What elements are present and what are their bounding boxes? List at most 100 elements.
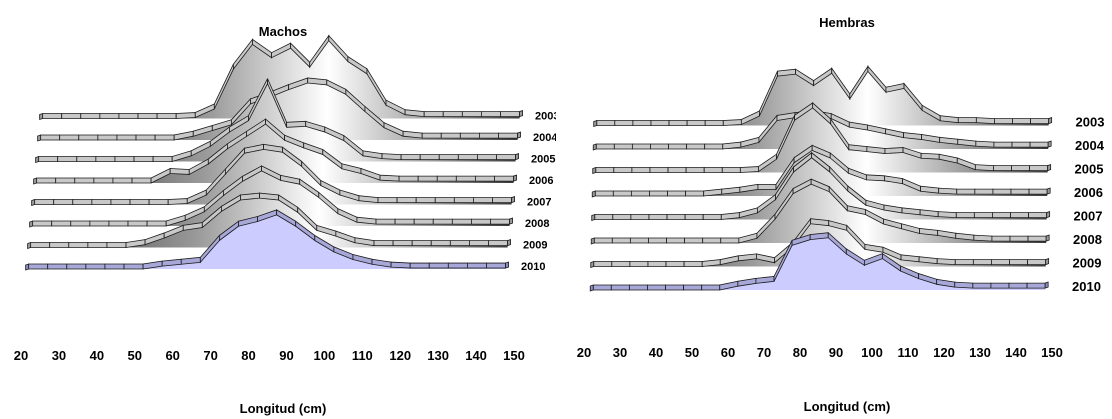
ridge-segment [498,132,518,139]
ridge-segment [613,143,633,150]
series-label-2005: 2005 [531,154,555,166]
ridge-cap [25,263,30,271]
ridge-segment [440,132,461,139]
x-tick-label: 70 [203,348,217,363]
ridge-area-2003 [596,71,1049,126]
ridge-segment [38,156,59,162]
ridge-segment [668,120,688,126]
ridge-segment [937,211,957,219]
ridge-cap [593,119,598,128]
x-tick-label: 70 [757,345,771,360]
ridge-segment [87,242,108,248]
ridge-cap [1047,164,1052,172]
ridge-segment [156,113,177,119]
x-tick-label: 80 [241,348,255,363]
ridge-cap [1045,258,1050,266]
x-tick-label: 100 [314,348,336,363]
ridge-segment [68,242,89,248]
ridge-2008: 2008 [590,178,1102,247]
series-label-2008: 2008 [525,218,549,230]
ridge-segment [492,197,512,204]
ridges: 2003 2004 2005 2006 2007 2008 2009 2010 [589,65,1105,294]
ridge-segment [666,237,686,244]
ridge-segment [920,152,940,160]
ridge-segment [667,190,687,197]
ridge-segment [668,143,688,150]
ridge-segment [80,113,101,119]
ridge-segment [957,117,977,124]
x-tick-label: 130 [427,348,449,363]
ridge-segment [865,174,885,182]
ridge-segment [61,113,82,119]
ridge-segment [154,134,175,141]
ridge-segment [392,240,413,247]
ridge-segment [938,187,958,195]
x-tick-label: 80 [793,345,807,360]
series-label-2004: 2004 [1075,138,1105,153]
ridge-segment [702,214,722,220]
ridge-segment [684,214,704,220]
ridge-segment [650,120,670,126]
ridge-segment [470,218,491,225]
ridge-segment [381,153,402,161]
ridge-cap [39,112,44,121]
ridge-segment [686,120,706,126]
ridge-segment [453,197,474,204]
ridge-segment [665,261,685,267]
ridge-area-2010 [593,237,1046,290]
ridge-segment [629,237,649,244]
ridge-segment [97,134,118,141]
ridge-segment [459,132,480,139]
ridge-segment [666,214,686,220]
ridge-segment [667,167,687,173]
ridge-segment [990,282,1010,289]
series-label-2008: 2008 [1073,232,1102,247]
ridge-area-2010 [28,214,506,269]
ridge-segment [972,282,992,289]
ridge-segment [400,154,421,161]
ridge-segment [488,240,508,247]
ridge-cap [35,155,40,164]
ridge-segment [436,175,457,182]
ridge-segment [34,199,55,205]
ridge-cap [592,166,597,175]
ridge-segment [992,188,1012,195]
ridge-segment [500,111,520,117]
x-axis-ticks: 20 30 40 50 60 70 80 90 100 110 120 130 140 150 [577,345,1063,360]
ridge-segment [95,156,116,162]
ridge-segment [1029,165,1049,172]
ridge-cap [29,220,34,228]
ridge-segment [1010,188,1030,195]
series-label-2007: 2007 [527,197,551,209]
ridge-cap [27,241,32,250]
ridge-segment [1027,235,1047,242]
ridge-segment [595,167,615,173]
ridge-segment [630,214,650,220]
x-tick-label: 120 [933,345,955,360]
series-label-2010: 2010 [1072,279,1101,294]
ridge-segment [648,214,668,220]
chart-title: Hembras [819,15,875,30]
ridge-segment [611,261,631,267]
ridge-segment [57,156,78,162]
ridge-cap [513,174,517,182]
ridge-segment [123,263,144,270]
chart-hembras: Hembras 20032004200520062007200820092010… [577,15,1105,414]
ridge-segment [1027,259,1047,266]
ridge-segment [1008,282,1028,289]
x-tick-label: 120 [389,348,411,363]
ridge-segment [413,218,434,225]
ridge-cap [511,196,515,204]
ridge-segment [686,143,706,150]
ridge-cap [591,190,596,198]
ridge-segment [595,143,615,150]
ridge-segment [1010,212,1029,219]
ridge-segment [175,112,196,119]
ridge-segment [76,156,97,162]
x-tick-label: 30 [52,348,66,363]
ridge-segment [974,164,994,172]
ridge-segment [954,281,974,289]
ridge-segment [85,263,106,270]
ridge-segment [630,190,650,197]
ridge-segment [32,220,53,227]
